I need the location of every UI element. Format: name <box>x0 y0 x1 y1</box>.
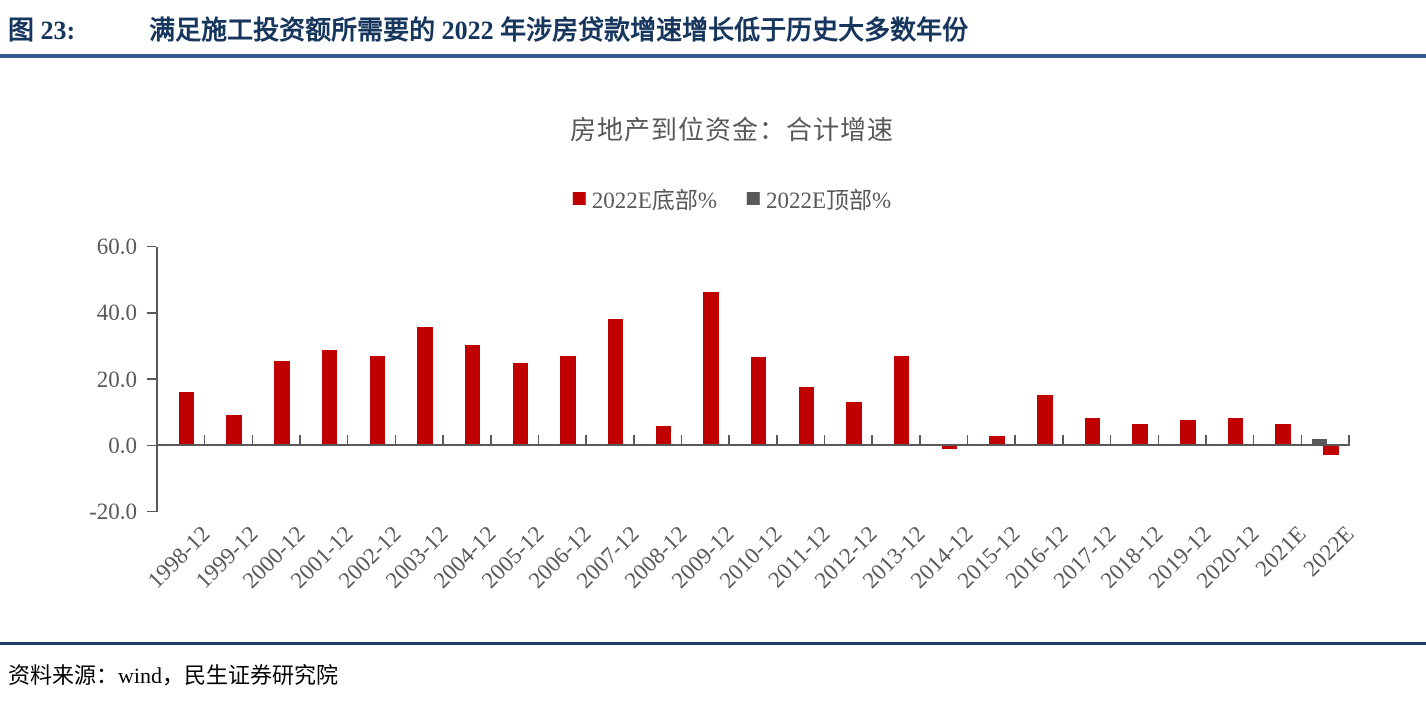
bar <box>750 357 767 446</box>
footer-separator <box>0 642 1426 645</box>
x-axis-tick <box>585 435 587 445</box>
y-axis-tick <box>147 444 156 446</box>
x-axis-tick <box>680 435 683 445</box>
x-axis-tick <box>919 435 921 445</box>
x-axis-tick <box>1062 435 1064 445</box>
bar <box>846 402 862 446</box>
x-axis-tick <box>442 435 444 445</box>
x-axis-tick <box>251 435 254 445</box>
figure-title: 满足施工投资额所需要的 2022 年涉房贷款增速增长低于历史大多数年份 <box>149 16 969 45</box>
y-axis-line <box>156 246 158 512</box>
x-axis-tick <box>1014 435 1016 445</box>
y-axis-tick-label: 40.0 <box>96 300 137 326</box>
figure-header: 图 23: 满足施工投资额所需要的 2022 年涉房贷款增速增长低于历史大多数年份 <box>8 10 968 47</box>
x-axis-tick <box>394 435 397 445</box>
bar <box>417 326 433 446</box>
source-note: 资料来源：wind，民生证券研究院 <box>8 663 339 688</box>
y-axis-tick <box>147 245 156 248</box>
bar <box>369 355 385 446</box>
x-axis-tick <box>203 435 206 445</box>
legend-swatch-red-icon <box>572 191 586 205</box>
x-axis-tick <box>1157 435 1160 445</box>
figure-number-label: 图 23: <box>8 16 76 45</box>
legend-label-top: 2022E顶部% <box>766 188 892 213</box>
bar <box>321 349 338 446</box>
x-axis-tick <box>823 435 826 445</box>
x-axis-tick <box>346 435 349 445</box>
bar <box>1180 419 1196 446</box>
x-axis-tick <box>537 435 540 445</box>
x-axis-tick <box>633 435 635 445</box>
x-axis-tick <box>871 435 873 445</box>
bar <box>464 344 481 446</box>
y-axis-tick <box>147 378 156 380</box>
legend-item-top: 2022E顶部% <box>747 181 891 215</box>
bar <box>274 361 290 446</box>
bar <box>655 425 672 446</box>
x-axis-tick <box>1300 435 1303 445</box>
chart-title: 房地产到位资金：合计增速 <box>569 116 895 145</box>
x-axis-tick <box>299 435 301 445</box>
legend-item-bottom: 2022E底部% <box>572 181 717 215</box>
x-axis-tick <box>966 435 969 445</box>
x-axis-tick <box>1348 435 1350 445</box>
bar <box>1084 418 1101 446</box>
x-axis-line <box>156 444 1350 447</box>
x-axis-tick <box>1205 435 1207 445</box>
x-axis-tick <box>776 435 778 445</box>
x-axis-tick <box>490 435 492 445</box>
y-axis-tick-label: -20.0 <box>89 499 137 524</box>
header-separator <box>0 54 1426 58</box>
bar <box>1275 423 1291 446</box>
y-axis-tick <box>147 312 156 314</box>
bar <box>512 363 529 446</box>
bar <box>560 355 576 446</box>
bar <box>1323 446 1339 456</box>
y-axis-tick-label: 0.0 <box>108 432 137 458</box>
bar <box>703 292 719 446</box>
bar <box>1227 417 1244 446</box>
bar <box>226 415 242 446</box>
bar <box>1037 394 1053 446</box>
x-axis-tick <box>1252 435 1255 445</box>
y-axis-tick-label: 20.0 <box>96 366 137 392</box>
bar <box>1311 438 1328 446</box>
bar <box>178 392 195 446</box>
legend-swatch-gray-icon <box>747 191 760 205</box>
bar <box>1132 423 1148 446</box>
x-axis-tick <box>728 435 730 445</box>
y-axis-tick-label: 60.0 <box>96 234 137 259</box>
chart-legend: 2022E底部% 2022E顶部% <box>572 181 891 215</box>
bar <box>798 386 815 446</box>
bar <box>607 318 624 446</box>
bar <box>941 446 958 449</box>
bar <box>989 435 1005 446</box>
y-axis-tick <box>147 510 156 513</box>
legend-label-bottom: 2022E底部% <box>591 188 717 213</box>
bar <box>893 356 910 446</box>
x-axis-tick <box>1109 435 1112 445</box>
